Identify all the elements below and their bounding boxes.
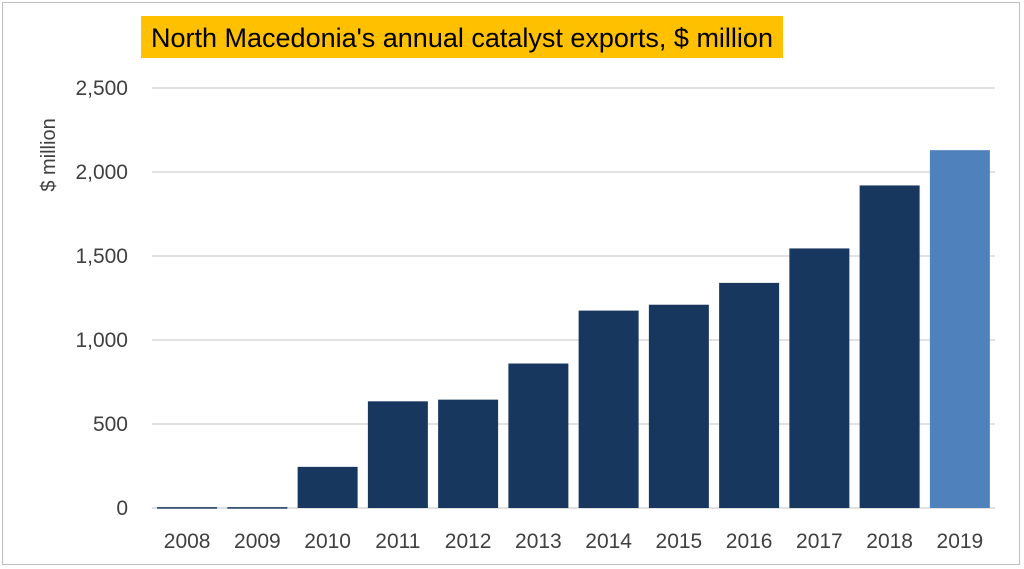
bar-2018 <box>859 185 920 508</box>
x-tick-label: 2016 <box>726 530 773 553</box>
x-tick-label: 2017 <box>796 530 843 553</box>
bar-2008 <box>157 507 218 509</box>
bar-2019 <box>929 150 990 508</box>
bar-2014 <box>578 310 639 508</box>
x-tick-label: 2010 <box>304 530 351 553</box>
bars <box>157 150 990 509</box>
x-tick-label: 2011 <box>375 530 420 553</box>
x-tick-label: 2013 <box>515 530 562 553</box>
x-tick-label: 2012 <box>445 530 492 553</box>
bar-2009 <box>227 507 288 509</box>
bar-2010 <box>297 466 358 508</box>
bar-2011 <box>367 401 428 508</box>
x-tick-label: 2019 <box>937 530 984 553</box>
x-axis-tick-labels: 2008 2009 2010 2011 2012 2013 2014 2015 2016 2017… <box>164 530 983 553</box>
bar-2017 <box>789 248 850 508</box>
y-tick-label: 2,500 <box>75 77 128 100</box>
x-tick-label: 2014 <box>585 530 632 553</box>
bar-2012 <box>438 399 499 508</box>
x-tick-label: 2018 <box>866 530 913 553</box>
chart-title: North Macedonia's annual catalyst export… <box>141 16 783 58</box>
y-tick-label: 500 <box>93 413 128 436</box>
bar-2015 <box>648 304 709 508</box>
bar-2016 <box>719 282 780 508</box>
gridlines <box>152 87 995 509</box>
y-axis-label: $ million <box>38 118 60 191</box>
y-tick-label: 0 <box>116 497 128 520</box>
x-tick-label: 2015 <box>656 530 703 553</box>
y-tick-label: 1,500 <box>75 245 128 268</box>
y-tick-label: 2,000 <box>75 161 128 184</box>
y-tick-label: 1,000 <box>75 329 128 352</box>
x-tick-label: 2009 <box>234 530 281 553</box>
x-tick-label: 2008 <box>164 530 211 553</box>
y-axis-tick-labels: 0 500 1,000 1,500 2,000 2,500 <box>75 77 128 520</box>
bar-2013 <box>508 363 569 508</box>
